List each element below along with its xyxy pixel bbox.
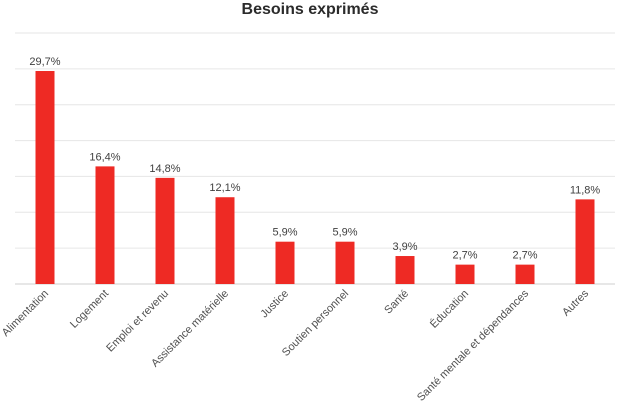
data-label: 5,9% [332,227,357,239]
bar [35,71,55,284]
category-label: Santé [382,288,411,317]
bar [515,264,535,284]
data-label: 14,8% [149,163,180,175]
bar [95,166,115,284]
data-label: 12,1% [209,182,240,194]
bar [275,241,295,284]
data-label: 2,7% [452,250,477,262]
bar [575,199,595,284]
value-labels: 29,7% 16,4% 14,8% 12,1% 5,9% 5,9% 3,9% 2,7% 2,7%… [29,56,600,262]
category-label: Emploi et revenu [104,288,171,355]
data-label: 2,7% [512,250,537,262]
category-label: Éducation [427,287,471,331]
bars [35,71,595,284]
category-label: Autres [560,287,591,318]
bar [335,241,355,284]
data-label: 5,9% [272,227,297,239]
bar [395,256,415,284]
category-label: Santé mentale et dépendances [415,287,532,404]
category-label: Logement [68,288,111,331]
gridlines [15,32,615,285]
data-label: 3,9% [392,241,417,253]
bar [455,264,475,284]
data-label: 29,7% [29,56,60,68]
bar [215,197,235,284]
category-label: Justice [258,288,291,321]
category-label: Soutien personnel [280,288,351,359]
data-label: 11,8% [570,184,601,196]
chart-title: Besoins exprimés [242,1,379,18]
category-label: Alimentation [0,288,51,339]
bar [155,177,175,284]
data-label: 16,4% [89,151,120,163]
